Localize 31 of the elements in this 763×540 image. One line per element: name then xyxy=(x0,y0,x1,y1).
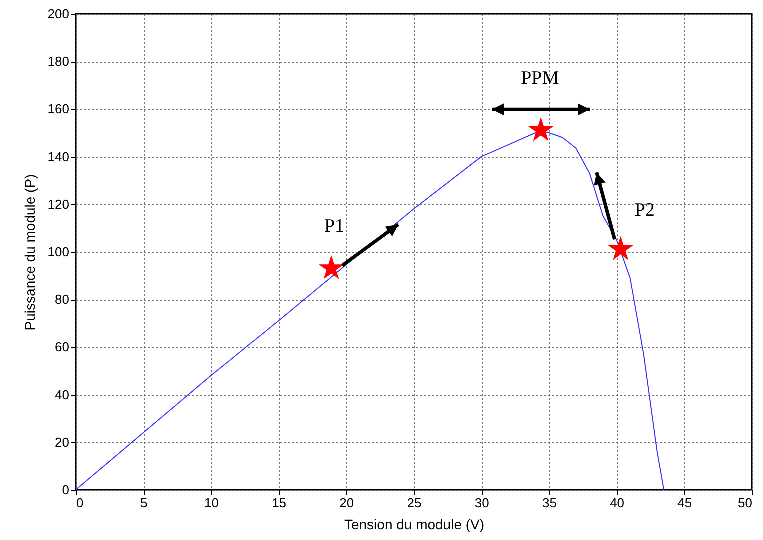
x-tick-label: 15 xyxy=(272,496,287,510)
y-tick-label: 60 xyxy=(55,340,70,355)
x-tick-label: 5 xyxy=(140,496,148,510)
point xyxy=(528,117,554,142)
y-tick-label: 40 xyxy=(55,387,70,402)
y-axis-title: Puissance du module (P) xyxy=(22,174,38,331)
y-tick-label: 180 xyxy=(48,54,70,70)
line-series xyxy=(76,132,665,490)
point xyxy=(318,255,344,280)
y-tick-label: 20 xyxy=(55,434,70,450)
x-tick-label: 40 xyxy=(610,496,625,510)
x-tick-label: 50 xyxy=(738,496,752,510)
x-tick-label: 45 xyxy=(678,496,692,510)
y-tick-label: 120 xyxy=(48,196,70,212)
y-tick-label: 200 xyxy=(48,6,70,22)
y-tick-label: 140 xyxy=(48,149,70,164)
y-tick-label: 160 xyxy=(48,102,70,117)
x-tick-label: 35 xyxy=(542,496,557,510)
x-axis-title: Tension du module (V) xyxy=(344,516,485,532)
y-tick-label: 80 xyxy=(55,292,70,308)
y-tick-label: 100 xyxy=(48,244,70,260)
x-tick-label: 20 xyxy=(340,496,354,510)
annotation: P1 xyxy=(324,216,345,238)
y-tick-label: 0 xyxy=(62,482,70,498)
x-tick-label: 30 xyxy=(474,496,490,510)
annotation: PPM xyxy=(521,68,560,89)
x-tick-label: 10 xyxy=(204,496,219,510)
x-tick-label: 25 xyxy=(407,496,422,510)
annotation: P2 xyxy=(634,200,655,221)
x-tick-label: 0 xyxy=(76,496,84,510)
point xyxy=(608,236,634,260)
